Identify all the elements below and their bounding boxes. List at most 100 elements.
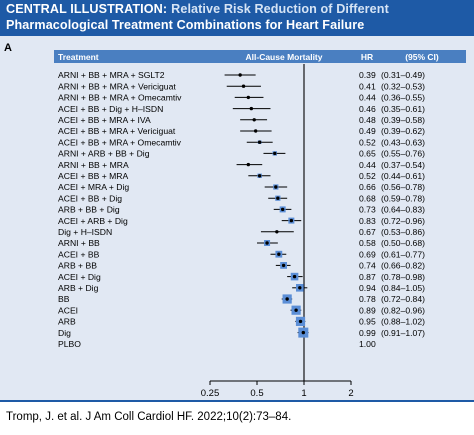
ci-value: (0.84–1.05) <box>381 283 425 293</box>
treatment-label: ARB <box>58 317 76 327</box>
ci-value: (0.72–0.96) <box>381 216 425 226</box>
treatment-label: ACEI + BB + Dig <box>58 193 122 203</box>
hr-point <box>301 330 306 335</box>
hr-value: 0.68 <box>359 193 376 203</box>
illustration-header: CENTRAL ILLUSTRATION: Relative Risk Reduc… <box>0 0 474 36</box>
treatment-label: ACEI + ARB + Dig <box>58 216 128 226</box>
treatment-label: PLBO <box>58 339 81 349</box>
hr-value: 0.73 <box>359 205 376 215</box>
treatment-label: Dig <box>58 328 71 338</box>
x-tick-label: 1 <box>301 388 306 399</box>
hr-point <box>298 319 303 324</box>
hr-point <box>280 207 285 212</box>
treatment-label: Dig + H–ISDN <box>58 227 112 237</box>
ci-value: (0.31–0.49) <box>381 70 425 80</box>
illustration-title-line-1: Relative Risk Reduction of Different <box>171 2 389 16</box>
x-tick-label: 0.25 <box>201 388 220 399</box>
hr-value: 0.48 <box>359 115 376 125</box>
treatment-label: ACEI + MRA + Dig <box>58 182 129 192</box>
hr-point <box>252 118 256 122</box>
treatment-label: ARNI + ARB + BB + Dig <box>58 149 150 159</box>
ci-value: (0.43–0.63) <box>381 137 425 147</box>
treatment-label: ARB + Dig <box>58 283 99 293</box>
hr-value: 0.58 <box>359 238 376 248</box>
column-header-hr: HR <box>361 52 373 62</box>
panel-letter: A <box>4 42 12 54</box>
ci-value: (0.66–0.82) <box>381 261 425 271</box>
hr-point <box>298 286 302 290</box>
hr-point <box>257 140 262 144</box>
hr-point <box>285 297 289 301</box>
figure-panel: A <box>0 36 474 400</box>
hr-point <box>273 151 277 156</box>
hr-point <box>277 252 281 256</box>
hr-point <box>292 274 297 279</box>
hr-value: 0.99 <box>359 328 376 338</box>
ci-value: (0.50–0.68) <box>381 238 425 248</box>
hr-value: 0.65 <box>359 149 376 159</box>
treatment-label: ARNI + BB + MRA + Vericiguat <box>58 81 176 91</box>
hr-value: 0.74 <box>359 261 376 271</box>
hr-value: 0.69 <box>359 249 376 259</box>
hr-point <box>265 241 269 245</box>
treatment-label: ARNI + BB + MRA <box>58 160 129 170</box>
hr-point <box>238 73 242 77</box>
hr-point <box>274 185 278 189</box>
treatment-label: ACEI + BB + MRA <box>58 171 128 181</box>
ci-value: (0.32–0.53) <box>381 81 425 91</box>
hr-point <box>289 218 294 223</box>
ci-value: (0.36–0.55) <box>381 93 425 103</box>
column-header-ci: (95% CI) <box>405 52 439 62</box>
treatment-label: BB <box>58 294 70 304</box>
treatment-label: ARNI + BB <box>58 238 100 248</box>
hr-value: 0.83 <box>359 216 376 226</box>
treatment-label: ACEI + BB + MRA + Omecamtiv <box>58 137 182 147</box>
hr-value: 0.52 <box>359 171 376 181</box>
ci-value: (0.64–0.83) <box>381 205 425 215</box>
ci-value: (0.82–0.96) <box>381 305 425 315</box>
hr-point <box>257 174 262 178</box>
x-tick-label: 2 <box>348 388 353 399</box>
treatment-label: ACEI + BB + Dig + H–ISDN <box>58 104 163 114</box>
hr-point <box>246 162 251 167</box>
hr-value: 0.46 <box>359 104 376 114</box>
ci-value: (0.39–0.58) <box>381 115 425 125</box>
hr-value: 0.41 <box>359 81 376 91</box>
hr-value: 0.95 <box>359 317 376 327</box>
hr-value: 1.00 <box>359 339 376 349</box>
hr-point <box>241 84 246 88</box>
treatment-label: ACEI + BB + MRA + IVA <box>58 115 151 125</box>
treatment-label: ARB + BB + Dig <box>58 205 120 215</box>
ci-value: (0.44–0.61) <box>381 171 425 181</box>
hr-value: 0.39 <box>359 70 376 80</box>
ci-value: (0.35–0.61) <box>381 104 425 114</box>
ci-value: (0.39–0.62) <box>381 126 425 136</box>
treatment-label: ACEI + Dig <box>58 272 101 282</box>
ci-value: (0.55–0.76) <box>381 149 425 159</box>
hr-point <box>281 263 286 268</box>
ci-value: (0.72–0.84) <box>381 294 425 304</box>
ci-value: (0.91–1.07) <box>381 328 425 338</box>
hr-value: 0.89 <box>359 305 376 315</box>
hr-point <box>246 95 251 100</box>
treatment-label: ARNI + BB + MRA + SGLT2 <box>58 70 165 80</box>
treatment-label: ACEI + BB + MRA + Vericiguat <box>58 126 176 136</box>
column-header-band <box>54 50 466 63</box>
header-line-1: CENTRAL ILLUSTRATION: Relative Risk Reduc… <box>6 2 389 16</box>
column-header-treatment: Treatment <box>58 52 99 62</box>
treatment-label: ACEI + BB <box>58 249 100 259</box>
hr-value: 0.52 <box>359 137 376 147</box>
ci-value: (0.53–0.86) <box>381 227 425 237</box>
illustration-title-line-2: Pharmacological Treatment Combinations f… <box>6 18 365 32</box>
hr-point <box>275 230 279 234</box>
treatment-label: ACEI <box>58 305 78 315</box>
treatment-label: ARNI + BB + MRA + Omecamtiv <box>58 93 182 103</box>
hr-value: 0.78 <box>359 294 376 304</box>
hr-point <box>276 196 280 200</box>
ci-value: (0.61–0.77) <box>381 249 425 259</box>
hr-value: 0.87 <box>359 272 376 282</box>
hr-point <box>249 106 254 111</box>
illustration-label: CENTRAL ILLUSTRATION: <box>6 2 168 16</box>
column-header-axis: All-Cause Mortality <box>246 52 323 62</box>
